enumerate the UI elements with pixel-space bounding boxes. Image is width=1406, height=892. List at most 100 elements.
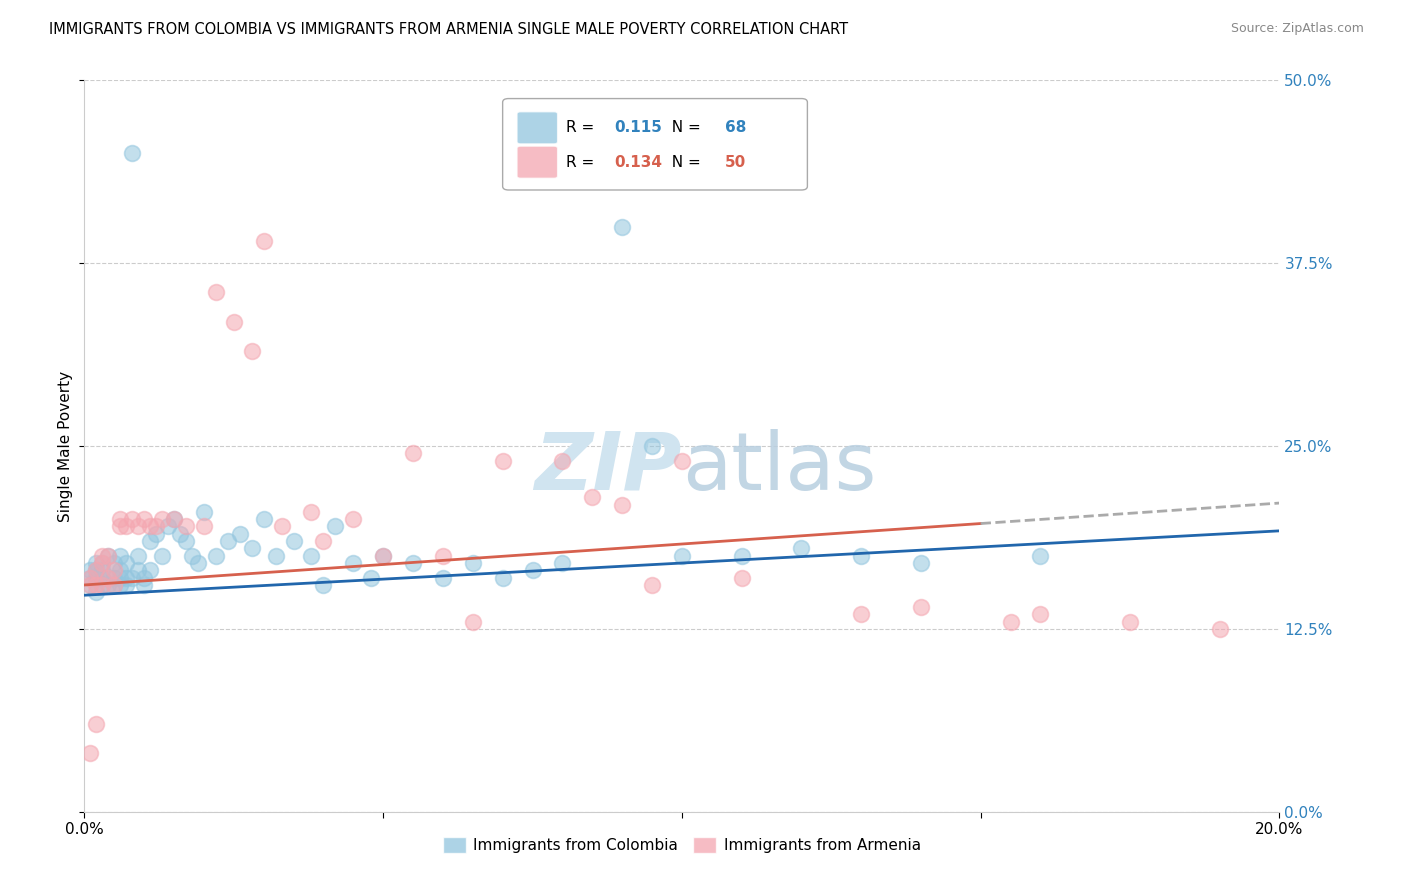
Point — [851, 607, 873, 622]
Point — [79, 578, 101, 592]
Point — [174, 534, 197, 549]
Point — [222, 315, 245, 329]
Point — [127, 519, 149, 533]
Point — [115, 578, 138, 592]
Point — [181, 549, 204, 563]
Point — [342, 556, 364, 570]
Point — [671, 453, 693, 467]
Point — [641, 578, 664, 592]
Point — [217, 534, 239, 549]
Point — [121, 571, 143, 585]
Text: N =: N = — [662, 154, 706, 169]
Point — [86, 563, 108, 577]
Point — [97, 549, 120, 563]
Point — [402, 446, 425, 460]
Point — [86, 571, 108, 585]
Point — [731, 571, 754, 585]
Point — [127, 563, 149, 577]
Point — [461, 556, 484, 570]
Point — [103, 578, 125, 592]
Point — [187, 556, 209, 570]
Point — [91, 549, 114, 563]
Point — [163, 512, 186, 526]
Point — [169, 526, 191, 541]
Point — [240, 541, 263, 556]
Point — [79, 563, 101, 577]
Point — [432, 549, 454, 563]
Point — [253, 234, 276, 248]
Text: R =: R = — [567, 120, 599, 136]
Point — [1209, 622, 1232, 636]
Point — [86, 563, 108, 577]
Point — [522, 563, 544, 577]
Point — [301, 505, 323, 519]
Text: 68: 68 — [725, 120, 747, 136]
Point — [97, 571, 120, 585]
Point — [86, 717, 108, 731]
Point — [360, 571, 382, 585]
Point — [1029, 607, 1052, 622]
Point — [110, 549, 132, 563]
Point — [373, 549, 395, 563]
Point — [551, 453, 574, 467]
Legend: Immigrants from Colombia, Immigrants from Armenia: Immigrants from Colombia, Immigrants fro… — [437, 830, 927, 859]
Point — [121, 146, 143, 161]
Point — [910, 599, 932, 614]
Text: IMMIGRANTS FROM COLOMBIA VS IMMIGRANTS FROM ARMENIA SINGLE MALE POVERTY CORRELAT: IMMIGRANTS FROM COLOMBIA VS IMMIGRANTS F… — [49, 22, 848, 37]
Point — [228, 526, 252, 541]
Text: ZIP: ZIP — [534, 429, 682, 507]
Point — [110, 571, 132, 585]
Point — [193, 519, 215, 533]
FancyBboxPatch shape — [503, 99, 807, 190]
Point — [205, 285, 228, 300]
Point — [110, 563, 132, 577]
FancyBboxPatch shape — [517, 112, 558, 144]
Point — [205, 549, 228, 563]
Point — [139, 563, 162, 577]
Point — [91, 556, 114, 570]
Point — [115, 519, 138, 533]
Text: atlas: atlas — [682, 429, 876, 507]
Point — [150, 549, 173, 563]
Point — [312, 578, 335, 592]
Point — [612, 219, 634, 234]
Point — [139, 519, 162, 533]
Point — [163, 512, 186, 526]
Point — [91, 578, 114, 592]
Point — [253, 512, 276, 526]
Point — [103, 556, 125, 570]
Point — [86, 578, 108, 592]
Point — [79, 571, 101, 585]
Point — [270, 519, 292, 533]
Point — [671, 549, 693, 563]
Point — [91, 578, 114, 592]
Point — [174, 519, 197, 533]
Point — [97, 571, 120, 585]
Point — [132, 578, 156, 592]
Point — [110, 512, 132, 526]
Point — [283, 534, 305, 549]
FancyBboxPatch shape — [517, 146, 558, 178]
Point — [121, 512, 143, 526]
Point — [110, 578, 132, 592]
Point — [1000, 615, 1022, 629]
Point — [402, 556, 425, 570]
Text: 0.115: 0.115 — [614, 120, 662, 136]
Point — [97, 549, 120, 563]
Point — [79, 571, 101, 585]
Point — [851, 549, 873, 563]
Point — [373, 549, 395, 563]
Point — [97, 578, 120, 592]
Point — [127, 549, 149, 563]
Point — [612, 498, 634, 512]
Point — [264, 549, 287, 563]
Point — [115, 556, 138, 570]
Point — [1029, 549, 1052, 563]
Point — [145, 519, 167, 533]
Point — [91, 563, 114, 577]
Point — [461, 615, 484, 629]
Point — [79, 578, 101, 592]
Point — [157, 519, 180, 533]
Point — [193, 505, 215, 519]
Point — [132, 571, 156, 585]
